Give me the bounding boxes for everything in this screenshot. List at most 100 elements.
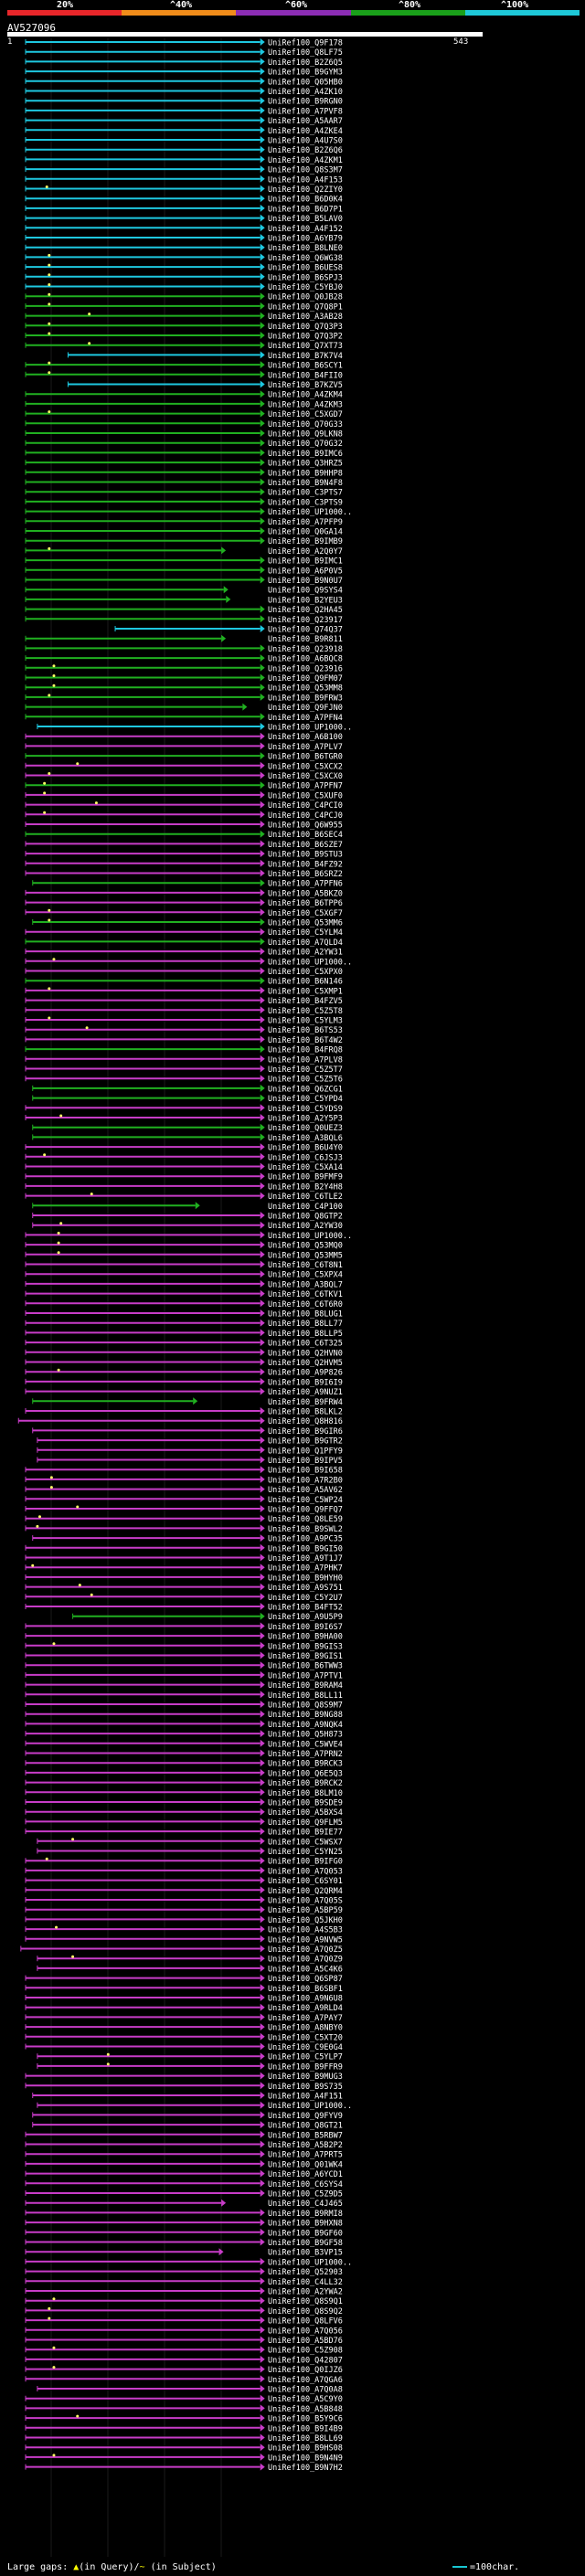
hit-label[interactable]: UniRef100_A3AB28 [268,313,343,322]
hit-label[interactable]: UniRef100_A6B100 [268,733,343,742]
hit-label[interactable]: UniRef100_B8LUG1 [268,1310,343,1320]
hit-label[interactable]: UniRef100_C6T6R0 [268,1300,343,1309]
hit-label[interactable]: UniRef100_A7PLV8 [268,1055,343,1065]
hit-label[interactable]: UniRef100_A2YW30 [268,1222,343,1231]
hit-label[interactable]: UniRef100_C5Y2U7 [268,1594,343,1603]
hit-label[interactable]: UniRef100_B9STU3 [268,851,343,860]
hit-label[interactable]: UniRef100_Q8S9M7 [268,1701,343,1711]
hit-label[interactable]: UniRef100_B9HS08 [268,2444,343,2454]
hit-label[interactable]: UniRef100_UP1000.. [268,724,352,733]
hit-label[interactable]: UniRef100_Q5H873 [268,1731,343,1740]
hit-label[interactable]: UniRef100_B9GIS3 [268,1642,343,1651]
hit-label[interactable]: UniRef100_Q0UEZ3 [268,1124,343,1133]
hit-label[interactable]: UniRef100_Q9FJN0 [268,704,343,713]
hit-label[interactable]: UniRef100_Q7Q8P1 [268,302,343,312]
hit-label[interactable]: UniRef100_UP1000.. [268,1232,352,1241]
hit-label[interactable]: UniRef100_C5YLP7 [268,2053,343,2062]
hit-label[interactable]: UniRef100_B9IMB9 [268,537,343,546]
hit-label[interactable]: UniRef100_B6T4W2 [268,1036,343,1045]
hit-label[interactable]: UniRef100_Q6ZCG1 [268,1085,343,1094]
hit-label[interactable]: UniRef100_C5WVE4 [268,1740,343,1749]
hit-label[interactable]: UniRef100_B9GIR6 [268,1427,343,1436]
hit-label[interactable]: UniRef100_A5B2P2 [268,2141,343,2150]
hit-label[interactable]: UniRef100_C5XA14 [268,1163,343,1172]
hit-label[interactable]: UniRef100_C5WP24 [268,1496,343,1505]
hit-label[interactable]: UniRef100_Q9FFQ7 [268,1506,343,1515]
hit-label[interactable]: UniRef100_B7K7V4 [268,352,343,361]
hit-label[interactable]: UniRef100_C4J465 [268,2200,343,2209]
hit-label[interactable]: UniRef100_Q53MM6 [268,919,343,928]
hit-label[interactable]: UniRef100_B8LL11 [268,1691,343,1701]
hit-label[interactable]: UniRef100_B6SBF1 [268,1985,343,1994]
hit-label[interactable]: UniRef100_Q8LF75 [268,48,343,58]
hit-label[interactable]: UniRef100_A4F153 [268,175,343,185]
hit-label[interactable]: UniRef100_C5XMP1 [268,987,343,996]
hit-label[interactable]: UniRef100_A2Q0Y7 [268,547,343,557]
hit-label[interactable]: UniRef100_B9HYH0 [268,1574,343,1583]
hit-label[interactable]: UniRef100_B4FII0 [268,371,343,380]
hit-label[interactable]: UniRef100_C5Z908 [268,2347,343,2356]
hit-label[interactable]: UniRef100_C6JSJ3 [268,1153,343,1162]
hit-label[interactable]: UniRef100_C5XCX0 [268,772,343,781]
hit-label[interactable]: UniRef100_A4ZKM3 [268,400,343,409]
hit-label[interactable]: UniRef100_B9GF58 [268,2239,343,2248]
hit-label[interactable]: UniRef100_Q8S3M7 [268,166,343,175]
hit-label[interactable]: UniRef100_C6SY01 [268,1877,343,1886]
hit-label[interactable]: UniRef100_B5RBW7 [268,2131,343,2140]
hit-label[interactable]: UniRef100_B2Y4H8 [268,1182,343,1192]
hit-label[interactable]: UniRef100_A2Y5P3 [268,1115,343,1124]
hit-label[interactable]: UniRef100_A9T1J7 [268,1554,343,1564]
hit-label[interactable]: UniRef100_Q9FYV9 [268,2112,343,2121]
hit-label[interactable]: UniRef100_B9RAM4 [268,1681,343,1691]
hit-label[interactable]: UniRef100_UP1000.. [268,2258,352,2267]
hit-label[interactable]: UniRef100_B9I6S7 [268,1623,343,1632]
hit-label[interactable]: UniRef100_B8LLP5 [268,1330,343,1339]
hit-label[interactable]: UniRef100_Q9FM07 [268,674,343,684]
hit-label[interactable]: UniRef100_A7Q053 [268,1867,343,1876]
hit-label[interactable]: UniRef100_A7Q0Z5 [268,1945,343,1955]
hit-label[interactable]: UniRef100_C4P100 [268,1203,343,1212]
hit-label[interactable]: UniRef100_B9RCK3 [268,1760,343,1769]
hit-label[interactable]: UniRef100_Q3HRZ5 [268,460,343,469]
hit-label[interactable]: UniRef100_UP1000.. [268,508,352,517]
hit-label[interactable]: UniRef100_Q9F178 [268,39,343,48]
hit-label[interactable]: UniRef100_Q8LFV6 [268,2317,343,2327]
hit-label[interactable]: UniRef100_A5BKZ0 [268,889,343,898]
hit-label[interactable]: UniRef100_B6U4Y0 [268,1144,343,1153]
hit-label[interactable]: UniRef100_A5B848 [268,2405,343,2414]
hit-label[interactable]: UniRef100_A5BP59 [268,1906,343,1915]
hit-label[interactable]: UniRef100_B9MUG3 [268,2072,343,2082]
hit-label[interactable]: UniRef100_B9I658 [268,1467,343,1476]
hit-label[interactable]: UniRef100_Q6E5Q3 [268,1769,343,1778]
hit-label[interactable]: UniRef100_A5C4K6 [268,1965,343,1974]
hit-label[interactable]: UniRef100_B8LM10 [268,1789,343,1798]
hit-label[interactable]: UniRef100_B6D7P1 [268,205,343,214]
hit-label[interactable]: UniRef100_C5YPD4 [268,1095,343,1104]
hit-label[interactable]: UniRef100_B9NG88 [268,1711,343,1720]
hit-label[interactable]: UniRef100_Q2HVN0 [268,1349,343,1358]
hit-label[interactable]: UniRef100_C6TKV1 [268,1290,343,1299]
hit-label[interactable]: UniRef100_Q53MM8 [268,684,343,694]
hit-label[interactable]: UniRef100_A7PHK7 [268,1564,343,1574]
hit-label[interactable]: UniRef100_A7PFN6 [268,880,343,889]
hit-label[interactable]: UniRef100_Q1PFY9 [268,1447,343,1456]
hit-label[interactable]: UniRef100_Q6W955 [268,822,343,831]
hit-label[interactable]: UniRef100_A2YWA2 [268,2288,343,2297]
hit-label[interactable]: UniRef100_C3PTS9 [268,498,343,507]
hit-label[interactable]: UniRef100_B7KZV5 [268,381,343,390]
hit-label[interactable]: UniRef100_C5XCX2 [268,762,343,771]
hit-label[interactable]: UniRef100_B6SRZ2 [268,870,343,879]
hit-label[interactable]: UniRef100_Q2HVM5 [268,1359,343,1368]
hit-label[interactable]: UniRef100_B5LAV0 [268,215,343,224]
hit-label[interactable]: UniRef100_B9SDE9 [268,1799,343,1808]
hit-label[interactable]: UniRef100_Q8S9Q1 [268,2297,343,2306]
hit-label[interactable]: UniRef100_B2Z6Q5 [268,58,343,68]
hit-label[interactable]: UniRef100_B6TS53 [268,1026,343,1035]
hit-label[interactable]: UniRef100_Q53MQ0 [268,1242,343,1251]
hit-label[interactable]: UniRef100_Q6SP87 [268,1975,343,1984]
hit-label[interactable]: UniRef100_Q8GTP2 [268,1213,343,1222]
hit-label[interactable]: UniRef100_C4PCJ0 [268,811,343,821]
hit-label[interactable]: UniRef100_Q2HA45 [268,606,343,615]
hit-label[interactable]: UniRef100_A7PFP9 [268,518,343,527]
hit-label[interactable]: UniRef100_B4FRQ8 [268,1046,343,1055]
